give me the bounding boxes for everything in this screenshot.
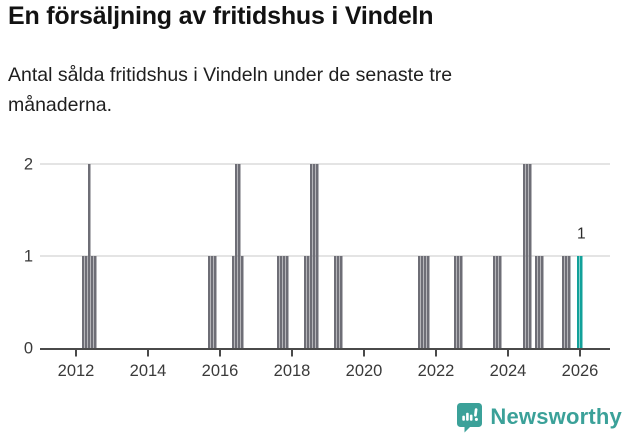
logo-exclamation-stem bbox=[474, 407, 478, 417]
bar bbox=[307, 256, 310, 348]
logo-exclamation-dot bbox=[475, 417, 479, 421]
chart-title: En försäljning av fritidshus i Vindeln bbox=[8, 2, 434, 30]
chart-subtitle: Antal sålda fritidshus i Vindeln under d… bbox=[8, 64, 453, 116]
y-tick-label: 1 bbox=[24, 248, 33, 266]
bar bbox=[286, 256, 289, 348]
bar bbox=[421, 256, 424, 348]
bar bbox=[241, 256, 244, 348]
bar-highlight bbox=[580, 256, 583, 348]
bar bbox=[565, 256, 568, 348]
bar-highlight bbox=[577, 256, 580, 348]
bar bbox=[310, 164, 313, 348]
brand-footer: Newsworthy bbox=[456, 401, 622, 433]
bar bbox=[538, 256, 541, 348]
bar bbox=[460, 256, 463, 348]
x-tick-label: 2022 bbox=[418, 362, 455, 380]
bar bbox=[493, 256, 496, 348]
bar bbox=[94, 256, 97, 348]
bar bbox=[85, 256, 88, 348]
logo-mini-bar-1 bbox=[462, 415, 466, 421]
bar bbox=[313, 164, 316, 348]
brand-name: Newsworthy bbox=[490, 404, 622, 429]
bar bbox=[208, 256, 211, 348]
sales-bar-chart: 2012 2014 2016 2018 2020 2022 2024 2026 0 1 2 1 bbox=[24, 156, 610, 380]
y-tick-label: 2 bbox=[24, 156, 33, 174]
bar bbox=[568, 256, 571, 348]
bar bbox=[457, 256, 460, 348]
bar bbox=[82, 256, 85, 348]
logo-mini-bar-3 bbox=[470, 414, 473, 421]
bar bbox=[454, 256, 457, 348]
bar bbox=[235, 164, 238, 348]
bar bbox=[340, 256, 343, 348]
x-tick-label: 2026 bbox=[562, 362, 599, 380]
bar bbox=[535, 256, 538, 348]
x-tick-label: 2016 bbox=[202, 362, 239, 380]
bar bbox=[418, 256, 421, 348]
bar bbox=[334, 256, 337, 348]
bar bbox=[280, 256, 283, 348]
bar bbox=[499, 256, 502, 348]
bar bbox=[424, 256, 427, 348]
bar bbox=[337, 256, 340, 348]
x-tick-label: 2014 bbox=[130, 362, 167, 380]
bar bbox=[427, 256, 430, 348]
logo-mini-bar-2 bbox=[466, 412, 470, 421]
bar bbox=[523, 164, 526, 348]
x-tick-label: 2018 bbox=[274, 362, 311, 380]
bar bbox=[283, 256, 286, 348]
bar bbox=[91, 256, 94, 348]
speech-bubble-shape bbox=[457, 402, 483, 432]
bar bbox=[232, 256, 235, 348]
y-tick-label: 0 bbox=[24, 340, 33, 358]
latest-value-label: 1 bbox=[577, 226, 586, 243]
x-tick-label: 2012 bbox=[58, 362, 95, 380]
bar bbox=[304, 256, 307, 348]
bar bbox=[496, 256, 499, 348]
bar bbox=[541, 256, 544, 348]
bar bbox=[214, 256, 217, 348]
bar bbox=[211, 256, 214, 348]
bar bbox=[526, 164, 529, 348]
x-tick-label: 2024 bbox=[490, 362, 527, 380]
x-tick-label: 2020 bbox=[346, 362, 383, 380]
bar bbox=[529, 164, 532, 348]
bar bbox=[562, 256, 565, 348]
newsworthy-logo-icon bbox=[457, 402, 483, 432]
bar bbox=[316, 164, 319, 348]
bar bbox=[238, 164, 241, 348]
bar bbox=[88, 164, 91, 348]
bar bbox=[277, 256, 280, 348]
